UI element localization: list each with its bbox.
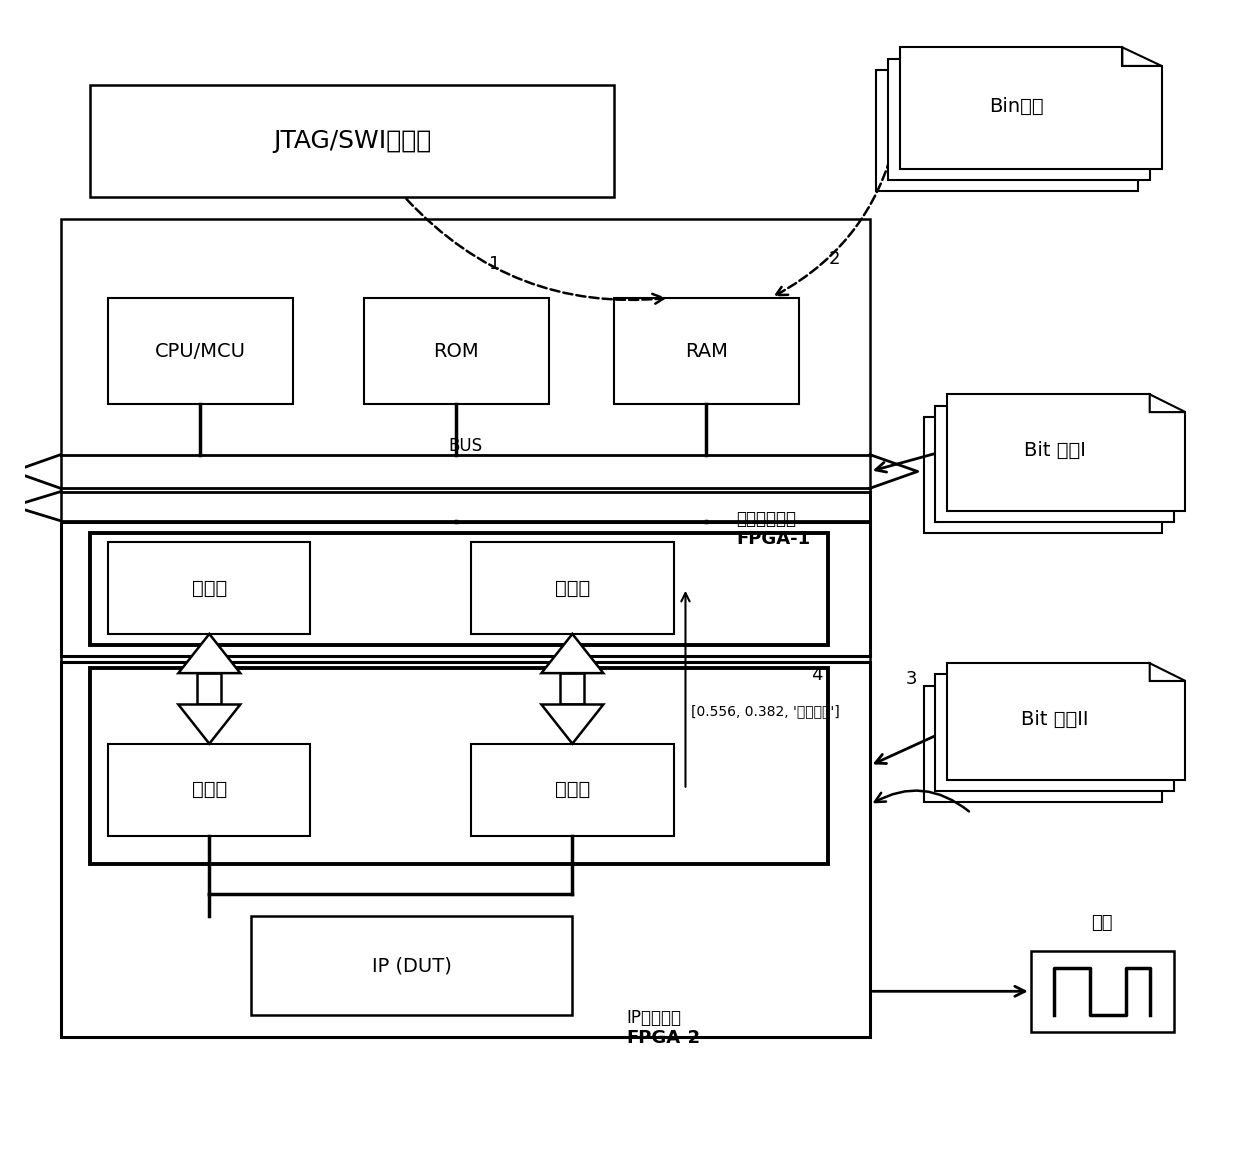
Polygon shape: [1126, 686, 1162, 704]
Text: RAM: RAM: [684, 342, 728, 361]
Bar: [1030, 951, 1173, 1032]
Polygon shape: [1126, 417, 1162, 434]
Bar: [197, 673, 221, 705]
Text: FPGA-1: FPGA-1: [737, 530, 811, 547]
Text: [0.556, 0.382, '中断请求']: [0.556, 0.382, '中断请求']: [692, 704, 841, 718]
Bar: [61, 522, 870, 656]
Polygon shape: [875, 70, 1138, 191]
Bar: [91, 85, 614, 197]
Text: Bit 文件II: Bit 文件II: [1021, 710, 1089, 728]
Polygon shape: [542, 705, 604, 743]
Polygon shape: [924, 417, 1162, 533]
Text: IP下位模块: IP下位模块: [626, 1009, 681, 1027]
Text: ROM: ROM: [434, 342, 479, 361]
Text: BUS: BUS: [448, 436, 482, 455]
Text: Bit 文件I: Bit 文件I: [1023, 441, 1085, 460]
Bar: [471, 541, 673, 634]
Bar: [108, 743, 310, 836]
Polygon shape: [947, 663, 1185, 780]
Bar: [61, 662, 870, 1037]
Polygon shape: [935, 406, 1173, 522]
Polygon shape: [900, 48, 1162, 169]
Text: 调试上位模块: 调试上位模块: [737, 510, 796, 527]
Text: 主接口: 主接口: [192, 579, 227, 598]
Bar: [108, 541, 310, 634]
Text: 主接口: 主接口: [554, 780, 590, 799]
Polygon shape: [888, 58, 1149, 180]
Polygon shape: [1149, 394, 1185, 412]
Bar: [61, 219, 870, 1037]
Polygon shape: [1111, 58, 1149, 77]
Text: 2: 2: [828, 250, 839, 267]
Polygon shape: [947, 394, 1185, 511]
Bar: [250, 916, 573, 1015]
Polygon shape: [1138, 675, 1173, 692]
Bar: [365, 298, 548, 404]
Bar: [108, 298, 293, 404]
Text: 波形: 波形: [1091, 914, 1112, 932]
Text: FPGA-2: FPGA-2: [626, 1029, 701, 1047]
Polygon shape: [924, 686, 1162, 802]
Polygon shape: [542, 634, 604, 673]
Bar: [471, 743, 673, 836]
Polygon shape: [179, 705, 241, 743]
Bar: [614, 298, 799, 404]
Bar: [91, 533, 828, 645]
Bar: [91, 668, 828, 864]
Text: Bin文件: Bin文件: [990, 97, 1044, 116]
Text: 从接口: 从接口: [554, 579, 590, 598]
Text: 4: 4: [811, 666, 822, 684]
Text: 3: 3: [906, 670, 918, 687]
Text: 1: 1: [490, 256, 501, 273]
Polygon shape: [1122, 48, 1162, 65]
Bar: [560, 673, 584, 705]
Polygon shape: [1149, 663, 1185, 682]
Text: IP (DUT): IP (DUT): [372, 956, 451, 976]
Polygon shape: [179, 634, 241, 673]
Text: JTAG/SWI调试器: JTAG/SWI调试器: [273, 130, 432, 153]
Polygon shape: [935, 675, 1173, 791]
Polygon shape: [1138, 406, 1173, 424]
Polygon shape: [1099, 70, 1138, 89]
Text: CPU/MCU: CPU/MCU: [155, 342, 246, 361]
Text: 从接口: 从接口: [192, 780, 227, 799]
